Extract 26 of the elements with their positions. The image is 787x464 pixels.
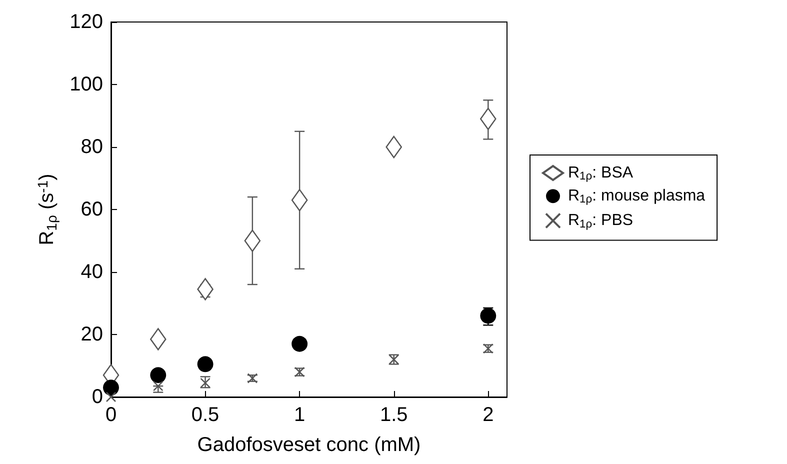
point (244, 230, 261, 252)
point (386, 136, 402, 158)
x-tick-label: 1.5 (380, 404, 408, 426)
point (480, 108, 496, 130)
y-axis-title: R1ρ (s-1) (34, 174, 60, 246)
y-tick-label: 100 (70, 74, 103, 96)
point (197, 356, 214, 372)
point (291, 188, 308, 212)
point (152, 380, 164, 392)
point (150, 367, 166, 384)
y-tick-label: 60 (80, 198, 103, 220)
x-axis-title: Gadofosveset conc (mM) (197, 434, 421, 456)
y-tick-label: 40 (80, 261, 103, 283)
x-tick-label: 0.5 (191, 404, 220, 426)
point (106, 392, 116, 402)
y-tick-label: 80 (80, 136, 103, 158)
y-tick-label: 20 (80, 324, 103, 346)
point (197, 278, 214, 300)
y-tick-label: 120 (70, 11, 103, 33)
point (150, 328, 166, 350)
point (292, 336, 308, 352)
y-tick-label: 0 (92, 386, 103, 408)
point (103, 380, 119, 396)
x-tick-label: 1 (294, 404, 306, 426)
x-tick-label: 2 (482, 404, 494, 426)
x-tick-label: 0 (105, 404, 117, 426)
